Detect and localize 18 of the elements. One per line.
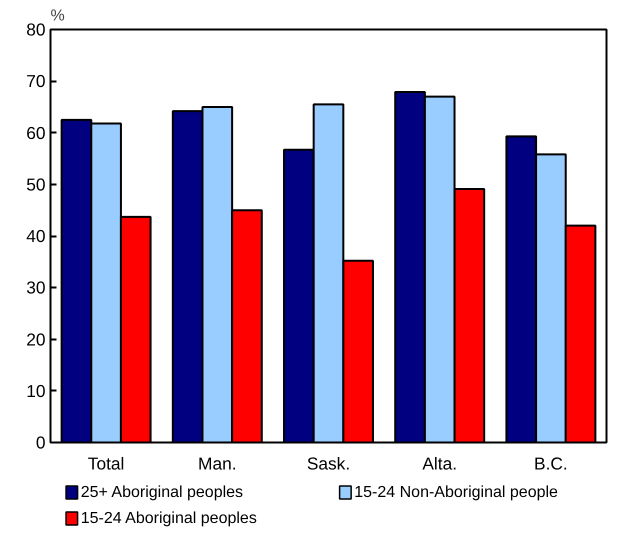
y-tick-label: 10	[26, 380, 46, 401]
legend-label: 25+ Aboriginal peoples	[80, 484, 244, 501]
legend-label: 15-24 Aboriginal peoples	[80, 510, 257, 527]
y-axis-title: %	[50, 8, 65, 24]
x-tick-label: Sask.	[306, 454, 350, 474]
y-tick-label: 30	[26, 278, 46, 298]
x-tick-label: Total	[88, 454, 124, 474]
y-tick-label: 60	[26, 122, 46, 143]
x-tick-label: Alta.	[422, 454, 458, 474]
y-tick-label: 80	[26, 20, 46, 40]
x-tick-label: B.C.	[534, 454, 568, 474]
legend-label: 15-24 Non-Aboriginal people	[354, 484, 558, 501]
y-tick-label: 50	[26, 174, 46, 194]
y-tick-label: 40	[26, 226, 46, 246]
y-tick-label: 20	[26, 329, 46, 350]
y-tick-label: 0	[36, 432, 46, 452]
x-tick-label: Man.	[198, 454, 237, 474]
y-tick-label: 70	[26, 71, 46, 92]
